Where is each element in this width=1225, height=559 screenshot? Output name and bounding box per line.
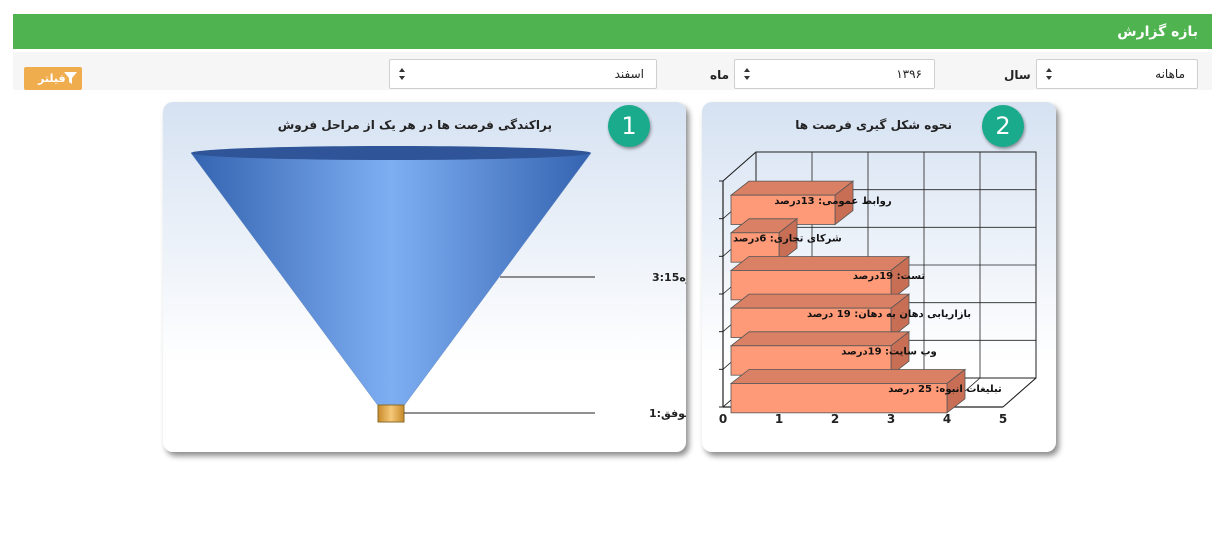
funnel-panel-title: پراکندگی فرصت ها در هر یک از مراحل فروش [277,118,552,132]
panel-badge-2: 2 [982,105,1024,147]
funnel-stage-label: مذاکره3:15 [652,271,686,284]
report-period-header: بازه گزارش [13,14,1212,49]
funnel-panel: پراکندگی فرصت ها در هر یک از مراحل فروش … [163,102,686,452]
x-tick-label: 1 [775,412,783,426]
sort-arrows-icon [744,68,750,80]
funnel-neck [377,404,405,423]
bar-label: تست: 19درصد [853,271,925,282]
x-tick-label: 2 [831,412,839,426]
year-value: ۱۳۹۶ [896,67,922,81]
bar-panel-title: نحوه شکل گیری فرصت ها [795,118,952,132]
bar-top [729,369,967,384]
x-tick-label: 0 [719,412,727,426]
bar-top [729,180,855,196]
x-tick-label: 4 [943,412,951,426]
header-title: بازه گزارش [1117,24,1198,40]
filter-icon [64,72,77,84]
funnel-chart: مذاکره3:15 نا موفق:1 [190,146,686,423]
funnel-cone [190,152,592,408]
bar-top [729,293,911,309]
period-type-value: ماهانه [1155,67,1185,81]
panel-badge-1: 1 [608,105,650,147]
bar-label: وب سایت: 19درصد [841,347,936,358]
filter-button-label: فیلتر [38,72,66,85]
sort-arrows-icon [1046,68,1052,80]
bar [730,383,948,414]
x-tick-label: 3 [887,412,895,426]
year-label: سال [1004,68,1031,82]
funnel-top [191,146,591,160]
bar-label: بازاریابی دهان به دهان: 19 درصد [807,309,971,320]
bar-label: روابط عمومی: 13درصد [774,196,891,207]
bar-top [729,256,911,271]
period-type-select[interactable]: ماهانه [1036,59,1198,89]
month-label: ماه [710,68,730,82]
sort-arrows-icon [399,68,405,80]
month-select[interactable]: اسفند [389,59,657,89]
floor-edge [1002,377,1037,408]
bar-label: تبلیغات انبوه: 25 درصد [888,384,1002,395]
x-tick-label: 5 [999,412,1007,426]
side-wall-edge [722,151,757,182]
opportunity-source-panel: نحوه شکل گیری فرصت ها 2 0 1 2 3 4 5 روابط عموم… [702,102,1056,452]
bar-top [729,331,911,347]
bar-chart: 0 1 2 3 4 5 روابط عمومی: 13درصد شرکای تجاری: 6د… [719,151,1037,426]
bar-label: شرکای تجاری: 6درصد [733,234,842,245]
year-select[interactable]: ۱۳۹۶ [734,59,935,89]
month-value: اسفند [614,67,644,81]
funnel-stage-label: نا موفق:1 [649,407,686,420]
filter-button[interactable]: فیلتر [24,67,82,90]
